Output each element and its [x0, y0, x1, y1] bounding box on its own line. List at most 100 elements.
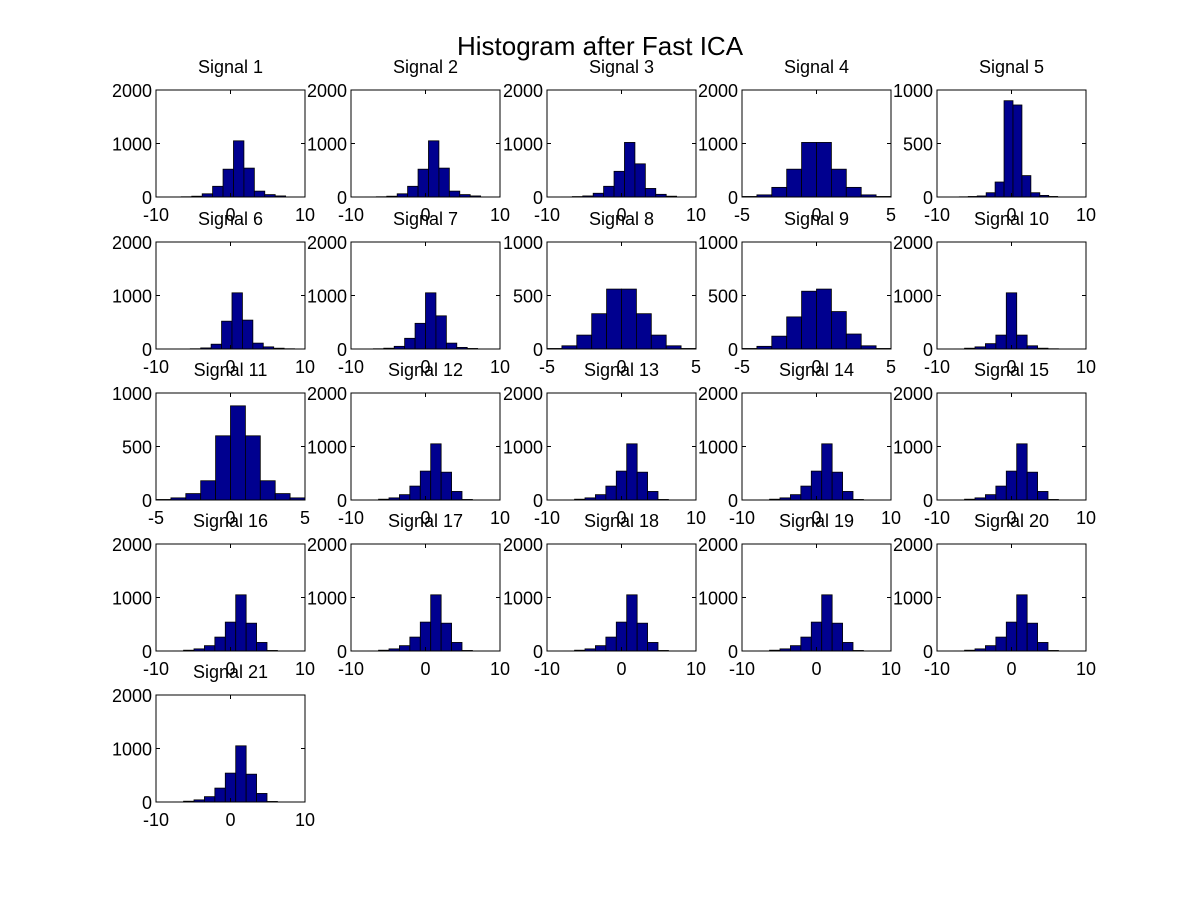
histogram-bar [1030, 192, 1041, 198]
histogram-bar [605, 485, 617, 501]
x-tick-label: 0 [225, 357, 235, 377]
x-tick-label: -10 [338, 357, 364, 377]
histogram-bar [636, 313, 652, 350]
y-tick-label: 1000 [893, 81, 933, 101]
x-tick-label: 0 [616, 659, 626, 679]
histogram-bar [801, 142, 817, 198]
histogram-bar [1021, 175, 1032, 198]
histogram-bar [1005, 292, 1018, 350]
histogram-bar [786, 168, 803, 198]
y-tick-label: 0 [728, 340, 738, 360]
x-tick-label: 0 [420, 659, 430, 679]
y-tick-label: 0 [533, 491, 543, 511]
y-tick-label: 1000 [112, 589, 152, 609]
y-tick-label: 0 [142, 793, 152, 813]
x-tick-label: 10 [490, 357, 510, 377]
histogram-bar [185, 493, 202, 501]
x-tick-label: 0 [225, 205, 235, 225]
histogram-bar [985, 343, 997, 350]
y-tick-label: 2000 [112, 233, 152, 253]
histogram-bar [438, 167, 450, 198]
x-tick-label: 0 [1006, 508, 1016, 528]
subplot-title: Signal 11 [194, 360, 268, 380]
histogram-bar [425, 292, 437, 350]
y-tick-label: 2000 [698, 535, 738, 555]
x-tick-label: 10 [686, 205, 706, 225]
histogram-bar [592, 192, 605, 198]
histogram-bar [790, 494, 802, 501]
subplot-title: Signal 7 [393, 209, 458, 229]
histogram-bar [621, 288, 637, 350]
histogram-bar [430, 443, 442, 501]
y-tick-label: 2000 [307, 384, 347, 404]
x-tick-label: -10 [143, 357, 169, 377]
histogram-bar [440, 471, 452, 501]
x-tick-label: -10 [729, 659, 755, 679]
histogram-bar [409, 636, 421, 652]
x-tick-label: 0 [811, 357, 821, 377]
subplot-title: Signal 4 [784, 57, 849, 77]
histogram-bar [419, 621, 432, 652]
subplot-title: Signal 13 [584, 360, 659, 380]
histogram-bar [1005, 621, 1018, 652]
histogram-bar [235, 745, 247, 803]
subplot-title: Signal 1 [198, 57, 263, 77]
y-tick-label: 1000 [698, 233, 738, 253]
y-tick-label: 0 [923, 340, 933, 360]
histogram-bar [252, 342, 264, 350]
x-tick-label: -5 [734, 205, 750, 225]
x-tick-label: -10 [534, 659, 560, 679]
subplot-title: Signal 12 [388, 360, 463, 380]
subplot-title: Signal 17 [388, 511, 463, 531]
y-tick-label: 500 [708, 287, 738, 307]
histogram-bar [821, 443, 833, 501]
subplot-title: Signal 6 [198, 209, 263, 229]
x-tick-label: 10 [295, 205, 315, 225]
histogram-bar [210, 343, 222, 350]
x-tick-label: 5 [691, 357, 701, 377]
histogram-bar [831, 622, 843, 652]
histogram-bar [595, 645, 607, 652]
y-tick-label: 0 [337, 340, 347, 360]
x-tick-label: -10 [924, 659, 950, 679]
histogram-bar [1037, 491, 1049, 501]
x-tick-label: 5 [300, 508, 310, 528]
histogram-bar [242, 319, 254, 350]
subplot-title: Signal 18 [584, 511, 659, 531]
x-tick-label: 10 [1076, 508, 1096, 528]
y-tick-label: 0 [142, 188, 152, 208]
y-tick-label: 0 [728, 188, 738, 208]
y-tick-label: 2000 [307, 535, 347, 555]
y-tick-label: 1000 [307, 135, 347, 155]
histogram-bar [605, 636, 617, 652]
histogram-bar [985, 494, 997, 501]
histogram-bar [448, 190, 461, 198]
y-tick-label: 0 [337, 642, 347, 662]
histogram-bar [215, 435, 231, 501]
x-tick-label: 0 [616, 508, 626, 528]
x-tick-label: -5 [734, 357, 750, 377]
histogram-bar [430, 594, 442, 652]
histogram-bar [636, 471, 648, 501]
x-tick-label: -10 [924, 357, 950, 377]
histogram-bar [606, 288, 622, 350]
histogram-bar [644, 188, 657, 198]
histogram-bar [451, 642, 463, 652]
histogram-bar [613, 170, 625, 198]
x-tick-label: 10 [881, 659, 901, 679]
subplot-title: Signal 21 [193, 662, 268, 682]
histogram-bar [214, 636, 226, 652]
histogram-bar [995, 485, 1007, 501]
x-tick-label: -10 [338, 659, 364, 679]
subplot-title: Signal 3 [589, 57, 654, 77]
y-tick-label: 2000 [698, 81, 738, 101]
x-tick-label: 0 [1006, 205, 1016, 225]
histogram-bar [231, 292, 243, 350]
